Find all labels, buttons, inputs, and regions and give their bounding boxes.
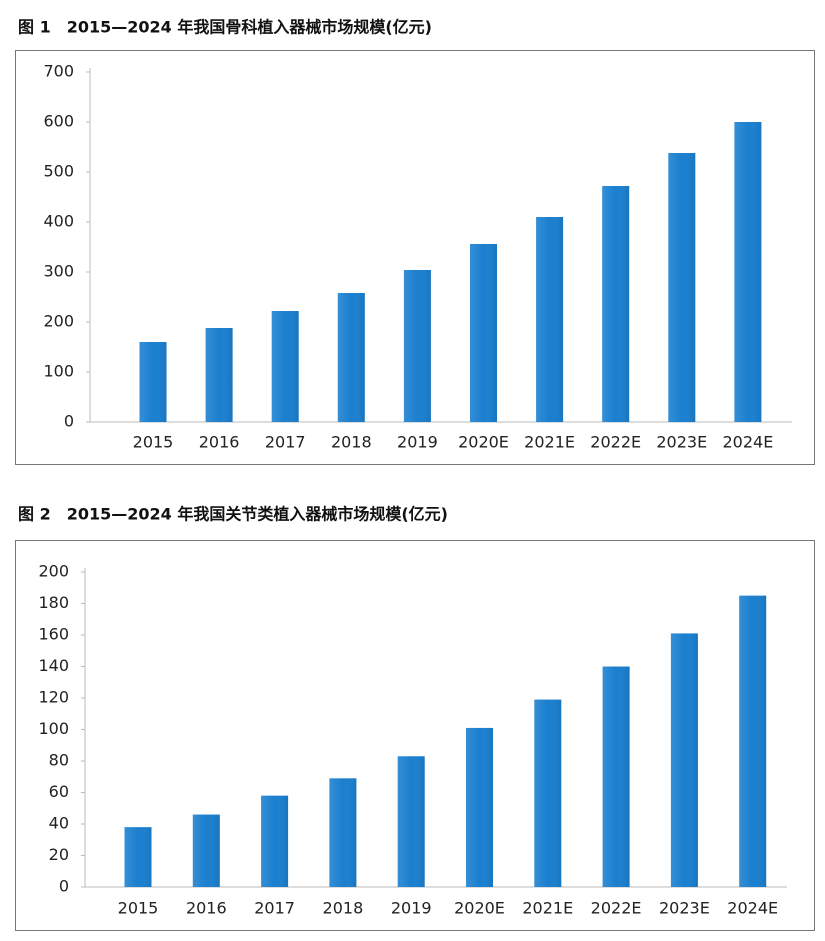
x-tick-label: 2021E — [524, 433, 575, 452]
bar-shade — [124, 827, 152, 887]
x-tick-label: 2022E — [591, 899, 642, 918]
y-tick-label: 40 — [49, 814, 69, 833]
x-tick-label: 2017 — [254, 899, 295, 918]
bar-shade — [329, 778, 357, 887]
bar-shade — [271, 311, 299, 422]
bar-shade — [397, 756, 425, 887]
x-tick-label: 2017 — [265, 433, 306, 452]
bar-shade — [403, 270, 431, 422]
x-tick-label: 2018 — [331, 433, 372, 452]
bar-shade — [534, 699, 562, 887]
y-tick-label: 400 — [43, 212, 74, 231]
x-tick-label: 2015 — [133, 433, 174, 452]
chart-frame — [15, 540, 815, 931]
y-tick-label: 100 — [43, 362, 74, 381]
x-tick-label: 2018 — [323, 899, 364, 918]
chart-title: 图 1 2015—2024 年我国骨科植入器械市场规模(亿元) — [18, 18, 432, 37]
y-tick-label: 200 — [43, 312, 74, 331]
y-tick-label: 140 — [38, 656, 69, 675]
x-tick-label: 2022E — [590, 433, 641, 452]
x-tick-label: 2019 — [391, 899, 432, 918]
x-tick-label: 2020E — [458, 433, 509, 452]
bar-shade — [192, 814, 220, 887]
y-tick-label: 20 — [49, 845, 69, 864]
bar-shade — [602, 186, 630, 422]
x-tick-label: 2016 — [199, 433, 240, 452]
bar-shade — [668, 153, 696, 422]
bar-shade — [670, 633, 698, 887]
chart-frame — [15, 50, 815, 465]
bar-shade — [466, 727, 493, 887]
bar-shade — [734, 122, 762, 422]
x-tick-label: 2016 — [186, 899, 227, 918]
bar-shade — [205, 328, 233, 422]
x-tick-label: 2024E — [722, 433, 773, 452]
y-tick-label: 80 — [49, 751, 69, 770]
y-tick-label: 300 — [43, 262, 74, 281]
bar-shade — [470, 244, 497, 422]
bar-shade — [139, 342, 167, 422]
bar-shade — [739, 595, 767, 887]
bar-shade — [261, 795, 289, 887]
y-tick-label: 160 — [38, 625, 69, 644]
y-tick-label: 600 — [43, 112, 74, 131]
bar-shade — [536, 217, 564, 422]
chart-title: 图 2 2015—2024 年我国关节类植入器械市场规模(亿元) — [18, 505, 448, 524]
y-tick-label: 60 — [49, 782, 69, 801]
x-tick-label: 2023E — [656, 433, 707, 452]
x-tick-label: 2023E — [659, 899, 710, 918]
y-tick-label: 100 — [38, 719, 69, 738]
x-tick-label: 2019 — [397, 433, 438, 452]
y-tick-label: 180 — [38, 593, 69, 612]
x-tick-label: 2020E — [454, 899, 505, 918]
x-tick-label: 2021E — [522, 899, 573, 918]
x-tick-label: 2015 — [118, 899, 159, 918]
y-tick-label: 120 — [38, 688, 69, 707]
y-tick-label: 200 — [38, 562, 69, 581]
y-tick-label: 0 — [59, 877, 69, 896]
bar-shade — [602, 666, 630, 887]
bar-shade — [337, 293, 365, 422]
y-tick-label: 0 — [64, 412, 74, 431]
x-tick-label: 2024E — [727, 899, 778, 918]
y-tick-label: 700 — [43, 62, 74, 81]
y-tick-label: 500 — [43, 162, 74, 181]
